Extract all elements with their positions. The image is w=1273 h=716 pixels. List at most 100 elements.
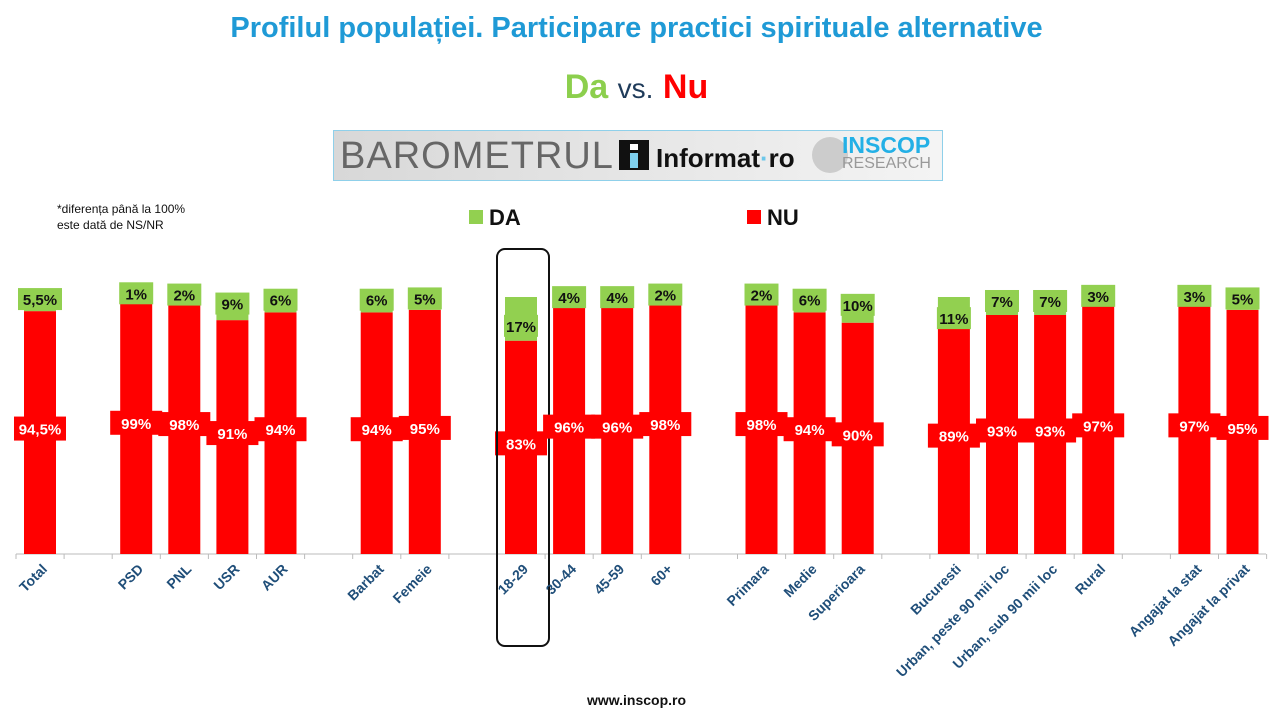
da-label-box bbox=[985, 289, 1019, 312]
da-data-label: 6% bbox=[270, 293, 292, 310]
da-label-box bbox=[359, 288, 394, 311]
nu-data-label: 98% bbox=[650, 417, 680, 434]
legend-nu-label: NU bbox=[767, 205, 799, 230]
highlight-frame bbox=[496, 248, 550, 647]
nu-data-label: 97% bbox=[1083, 418, 1113, 435]
da-label-box bbox=[504, 314, 538, 337]
nu-label-box bbox=[350, 417, 403, 442]
subtitle-da: Da bbox=[564, 68, 609, 106]
nu-data-label: 83% bbox=[506, 436, 536, 453]
nu-data-label: 94% bbox=[265, 422, 295, 439]
nu-data-label: 95% bbox=[1227, 421, 1257, 438]
da-label-box bbox=[1081, 284, 1116, 307]
da-data-label: 5% bbox=[414, 291, 436, 308]
da-data-label: 3% bbox=[1087, 289, 1109, 306]
da-label-box bbox=[792, 288, 827, 311]
nu-label-box bbox=[927, 423, 980, 448]
da-data-label: 10% bbox=[843, 298, 873, 315]
da-label-box bbox=[744, 283, 779, 306]
x-tick-label: Angajat la privat bbox=[1164, 561, 1253, 650]
nu-data-label: 93% bbox=[987, 423, 1017, 440]
nu-label-box bbox=[495, 431, 547, 456]
nu-label-box bbox=[735, 412, 788, 437]
da-data-label: 7% bbox=[991, 294, 1013, 311]
footer-url: www.inscop.ro bbox=[586, 692, 687, 708]
nu-data-label: 99% bbox=[121, 416, 151, 433]
nu-label-box bbox=[543, 414, 596, 439]
nu-data-label: 94% bbox=[362, 422, 392, 439]
x-tick-label: Rural bbox=[1072, 561, 1109, 598]
nu-label-box bbox=[639, 412, 692, 437]
da-data-label: 6% bbox=[366, 293, 388, 310]
da-data-label: 11% bbox=[939, 311, 968, 328]
page-title: Profilul populației. Participare practic… bbox=[230, 12, 1043, 44]
nu-label-box bbox=[254, 417, 307, 442]
nu-data-label: 98% bbox=[169, 417, 199, 434]
logo-informat: Informat·ro bbox=[656, 143, 795, 174]
logo-ro: ro bbox=[768, 143, 795, 173]
nu-data-label: 94,5% bbox=[19, 422, 62, 439]
x-tick-label: PSD bbox=[115, 561, 147, 593]
da-data-label: 2% bbox=[173, 288, 195, 305]
da-label-box bbox=[1225, 287, 1260, 310]
legend-nu: NU bbox=[747, 205, 799, 231]
nu-label-box bbox=[831, 422, 884, 447]
da-data-label: 17% bbox=[506, 319, 536, 336]
da-label-box bbox=[552, 286, 587, 309]
da-label-box bbox=[840, 293, 875, 316]
da-label-box bbox=[167, 283, 202, 306]
x-tick-label: Femeie bbox=[389, 561, 435, 607]
legend-nu-swatch bbox=[747, 210, 761, 224]
x-tick-label: Medie bbox=[780, 561, 820, 601]
da-label-box bbox=[1033, 289, 1068, 312]
da-label-box bbox=[1177, 284, 1212, 307]
logo-inscop: INSCOP bbox=[842, 132, 931, 158]
da-data-label: 7% bbox=[1039, 294, 1061, 311]
nu-label-box bbox=[1168, 413, 1221, 438]
nu-label-box bbox=[783, 417, 836, 442]
informat-logo-icon bbox=[619, 140, 649, 170]
nu-label-box bbox=[1024, 418, 1077, 443]
nu-data-label: 91% bbox=[217, 426, 247, 443]
da-data-label: 5% bbox=[1232, 291, 1254, 308]
nu-label-box bbox=[398, 415, 451, 440]
x-tick-label: Total bbox=[16, 561, 50, 595]
nu-label-box bbox=[14, 416, 66, 441]
logo-barometrul: BAROMETRUL bbox=[340, 135, 614, 177]
da-data-label: 5,5% bbox=[23, 292, 57, 309]
legend-da-label: DA bbox=[489, 205, 521, 230]
da-data-label: 2% bbox=[751, 288, 773, 305]
da-data-label: 6% bbox=[799, 293, 821, 310]
nu-label-box bbox=[591, 414, 644, 439]
subtitle-nu: Nu bbox=[662, 68, 709, 106]
nu-label-box bbox=[1216, 415, 1269, 440]
nu-data-label: 96% bbox=[554, 420, 584, 437]
legend-da: DA bbox=[469, 205, 521, 231]
nu-data-label: 96% bbox=[602, 420, 632, 437]
x-tick-label: USR bbox=[210, 561, 242, 593]
da-data-label: 4% bbox=[558, 290, 580, 307]
nu-data-label: 93% bbox=[1035, 423, 1065, 440]
x-tick-label: Barbat bbox=[344, 561, 387, 604]
da-data-label: 4% bbox=[606, 290, 628, 307]
nu-label-box bbox=[206, 421, 259, 446]
logo-dot: · bbox=[760, 143, 769, 173]
da-label-box bbox=[600, 286, 635, 309]
x-tick-label: 18-29 bbox=[494, 561, 531, 598]
da-data-label: 3% bbox=[1184, 289, 1206, 306]
legend-da-swatch bbox=[469, 210, 483, 224]
nu-data-label: 98% bbox=[746, 417, 776, 434]
nu-data-label: 94% bbox=[795, 422, 825, 439]
x-tick-label: AUR bbox=[258, 561, 291, 594]
nu-data-label: 90% bbox=[843, 427, 873, 444]
nu-label-box bbox=[1072, 413, 1125, 438]
da-data-label: 2% bbox=[654, 288, 676, 305]
da-label-box bbox=[215, 292, 250, 315]
nu-label-box bbox=[110, 410, 163, 435]
da-label-box bbox=[263, 288, 298, 311]
nu-label-box bbox=[158, 412, 211, 437]
da-data-label: 9% bbox=[222, 297, 244, 314]
x-tick-label: Primara bbox=[723, 561, 771, 609]
x-tick-label: PNL bbox=[163, 560, 194, 591]
